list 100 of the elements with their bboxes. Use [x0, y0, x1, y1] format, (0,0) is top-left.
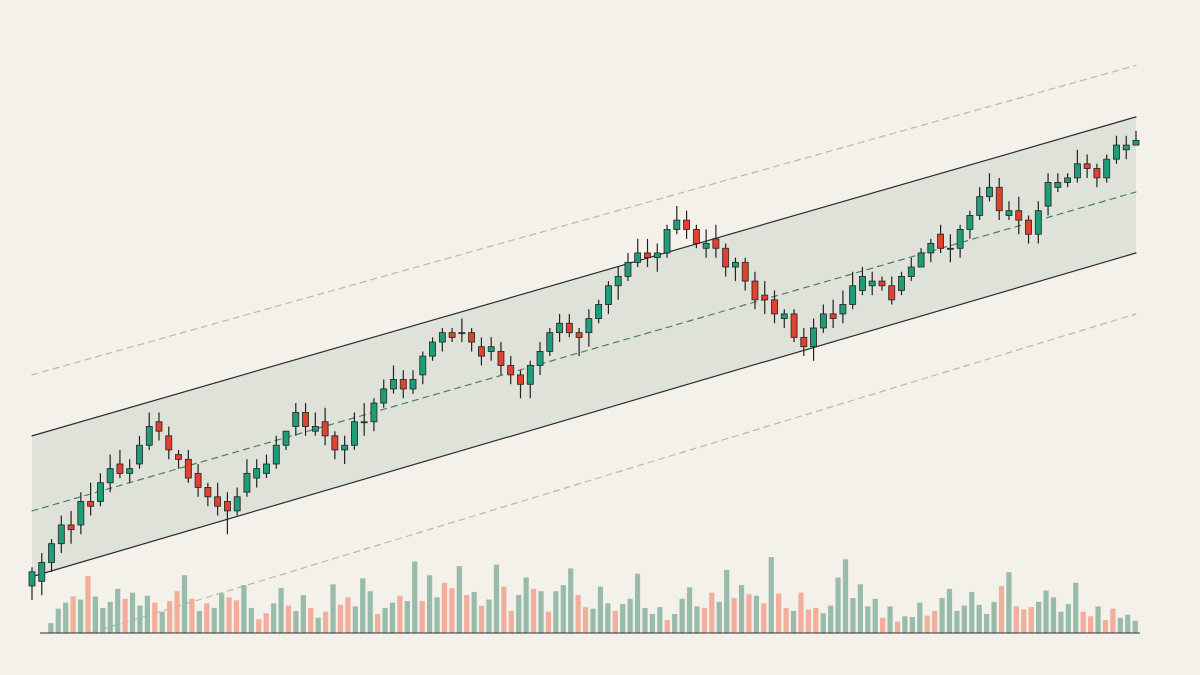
bar	[382, 607, 388, 633]
bar	[441, 582, 448, 633]
bar	[77, 599, 84, 633]
bar	[159, 611, 165, 633]
bar	[976, 604, 982, 633]
candlestick	[888, 275, 896, 306]
candlestick	[1093, 163, 1101, 188]
bar	[263, 613, 269, 633]
candlestick	[136, 435, 143, 470]
candlestick	[907, 257, 915, 282]
candlestick	[1044, 172, 1052, 217]
candlestick	[859, 266, 866, 296]
candlestick	[155, 411, 163, 442]
candlestick	[819, 303, 827, 334]
bar	[679, 598, 685, 633]
bar	[1036, 601, 1042, 633]
bar	[337, 604, 344, 633]
candlestick	[986, 172, 993, 202]
candlestick	[311, 411, 319, 437]
bar	[753, 595, 759, 633]
candlestick	[106, 454, 114, 493]
candlestick	[526, 360, 534, 399]
bar	[167, 601, 173, 633]
bar	[746, 594, 752, 633]
candlestick	[214, 482, 222, 517]
bar	[352, 606, 358, 633]
bar	[107, 601, 113, 633]
candlestick	[96, 472, 104, 507]
bar	[486, 599, 492, 633]
candlestick	[390, 364, 397, 395]
bar	[233, 600, 240, 633]
bar	[724, 569, 730, 633]
bar	[1073, 582, 1079, 633]
bar	[360, 578, 366, 633]
bar	[664, 620, 670, 633]
bar	[248, 607, 254, 633]
candlestick	[995, 177, 1003, 221]
candlestick	[771, 289, 778, 324]
bar	[709, 592, 715, 633]
bar	[300, 595, 306, 633]
candlestick	[360, 402, 368, 437]
bar	[597, 586, 604, 633]
candlestick	[409, 369, 417, 395]
candlestick	[224, 491, 231, 535]
candlestick	[458, 318, 466, 343]
candlestick	[761, 280, 769, 315]
bar	[887, 606, 893, 633]
bar	[174, 591, 180, 633]
bar	[189, 598, 195, 633]
candlestick	[898, 271, 905, 296]
candlestick	[204, 482, 212, 507]
bar	[828, 605, 834, 633]
candlestick	[946, 233, 954, 263]
candlestick	[263, 454, 270, 479]
bar	[1050, 597, 1057, 633]
candlestick	[1073, 149, 1081, 184]
bar	[122, 598, 128, 633]
bar	[582, 607, 589, 633]
candlestick	[546, 327, 554, 357]
bar	[241, 585, 247, 633]
bar	[1028, 607, 1034, 633]
bar	[323, 611, 329, 633]
bar	[1088, 616, 1094, 633]
bar	[783, 607, 789, 633]
candlestick	[507, 355, 515, 385]
bar	[790, 610, 797, 633]
candlestick	[126, 458, 134, 484]
bar	[449, 588, 455, 633]
bar	[85, 576, 91, 633]
bar	[308, 607, 314, 633]
bar	[1006, 572, 1012, 633]
bar	[917, 602, 923, 633]
bar	[1110, 608, 1116, 633]
candlestick	[87, 482, 95, 517]
bar	[226, 597, 232, 633]
bar	[375, 614, 381, 633]
candlestick	[165, 425, 173, 460]
bar	[137, 605, 143, 633]
bar	[932, 610, 938, 633]
bar	[694, 606, 700, 633]
bar	[1021, 609, 1027, 633]
candlestick	[57, 514, 65, 554]
bar	[1080, 611, 1086, 633]
bar	[152, 602, 158, 633]
bar	[984, 614, 990, 633]
candlestick	[829, 299, 837, 329]
candlestick	[292, 402, 300, 437]
bar	[115, 588, 121, 633]
bar	[464, 595, 470, 633]
candlestick	[595, 299, 603, 324]
bar	[389, 602, 396, 633]
bar	[1065, 604, 1071, 633]
candlestick	[184, 449, 192, 484]
bar	[479, 605, 485, 633]
candlestick	[370, 397, 378, 432]
bar	[456, 566, 462, 633]
bar	[672, 614, 678, 633]
candlestick	[800, 327, 808, 357]
candlestick	[810, 318, 817, 362]
candlestick	[741, 257, 749, 292]
